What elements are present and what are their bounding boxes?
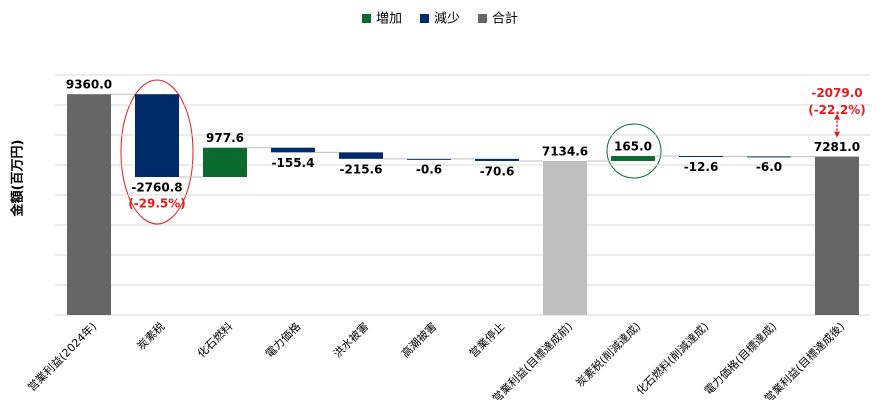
x-tick-label: 化石燃料	[194, 319, 235, 360]
value-label: -155.4	[272, 156, 315, 170]
bar	[543, 160, 587, 315]
value-label: -215.6	[340, 162, 383, 176]
bar	[407, 158, 451, 160]
value-label: 7281.0	[814, 140, 860, 154]
legend-swatch	[362, 14, 371, 23]
annotation: (-29.5%)	[128, 197, 186, 211]
legend-label: 増加	[376, 12, 402, 27]
value-label: -70.6	[480, 164, 515, 178]
bar	[203, 147, 247, 178]
x-tick-label: 高潮被害	[398, 319, 439, 360]
annotation: -2079.0	[811, 86, 862, 100]
x-tick-label: 電力価格(目標達成)	[701, 319, 779, 397]
bar	[815, 156, 859, 315]
x-tick-label: 営業利益(2024年)	[25, 319, 100, 394]
x-tick-label: 炭素税(削減達成)	[573, 319, 643, 389]
value-label: 9360.0	[66, 78, 112, 92]
x-tick-label: 電力価格	[262, 319, 303, 360]
bar	[67, 94, 111, 315]
highlight	[606, 123, 662, 179]
legend-label: 合計	[492, 11, 518, 27]
annotation: (-22.2%)	[808, 103, 866, 117]
bar	[271, 147, 315, 153]
x-tick-label: 営業停止	[466, 319, 507, 360]
bar	[339, 152, 383, 159]
arrow-head	[834, 113, 840, 120]
legend-swatch	[420, 14, 430, 23]
value-label: -0.6	[416, 162, 442, 176]
bar	[611, 156, 655, 161]
arrow-head	[834, 131, 840, 138]
value-label: 977.6	[206, 131, 244, 145]
x-tick-label: 洪水被害	[330, 319, 371, 360]
legend-label: 減少	[434, 11, 460, 27]
value-label: -12.6	[684, 160, 719, 174]
legend-swatch	[478, 14, 488, 23]
y-axis-label: 金額(百万円)	[10, 140, 26, 218]
bar	[475, 158, 519, 161]
bar	[747, 156, 791, 158]
bar	[135, 94, 179, 178]
value-label: 165.0	[614, 140, 652, 154]
x-tick-label: 炭素税	[134, 319, 167, 352]
bar	[679, 156, 723, 158]
value-label: -6.0	[756, 160, 782, 174]
highlight	[120, 79, 194, 225]
value-label: -2760.8	[131, 181, 182, 195]
x-tick-label: 化石燃料(削減達成)	[633, 319, 711, 397]
value-label: 7134.6	[542, 144, 588, 158]
